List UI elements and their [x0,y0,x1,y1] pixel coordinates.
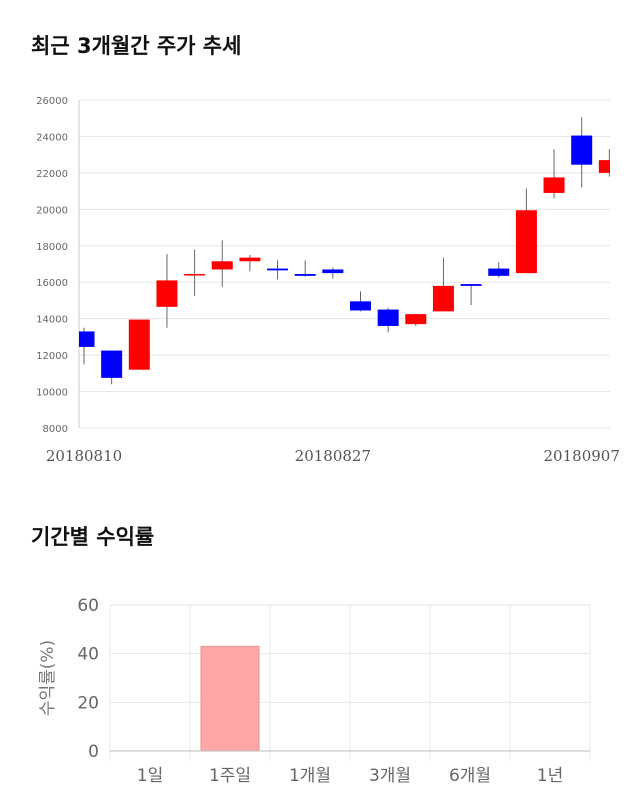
y-tick-label: 40 [77,645,99,665]
x-tick-label: 20180907 [544,447,620,465]
candle-body [350,301,371,311]
return-by-period-title: 기간별 수익률 [31,525,155,549]
candle-body [211,261,233,270]
candle-body [156,280,178,307]
y-tick-label: 20000 [36,205,68,216]
candle-body [598,160,610,173]
candle-body [239,257,261,262]
y-tick-label: 10000 [36,388,68,399]
y-tick-label: 14000 [36,315,68,326]
y-tick-label: 26000 [36,96,68,107]
price-candlestick-chart: 8000 10000 12000 14000 16000 18000 20000 22000 2… [36,96,620,465]
y-tick-label: 18000 [36,242,68,253]
y-tick-label: 0 [88,742,99,762]
period-return-bar-chart: 0 20 40 60 1일 1주일 1개월 3개월 6개월 1년 수익률(%) [38,596,591,786]
candle-body [405,314,427,325]
candle-body [184,274,206,276]
candle-body [571,135,593,165]
y-tick-label: 8000 [43,424,68,435]
x-tick-label: 20180810 [46,447,122,465]
candle-body [543,177,565,193]
candle-body [432,285,454,312]
x-tick-label: 20180827 [295,447,371,465]
y-tick-label: 22000 [36,169,68,180]
y-tick-label: 20 [77,693,99,713]
x-tick-label: 1개월 [289,766,331,786]
y-tick-label: 24000 [36,132,68,143]
x-tick-label: 3개월 [369,766,411,786]
candle-body [79,331,95,347]
price-trend-title: 최근 3개월간 주가 추세 [31,34,242,58]
x-tick-label: 1년 [537,766,563,786]
candle-body [294,274,316,276]
x-tick-label: 1일 [137,766,163,786]
x-tick-label: 6개월 [449,766,491,786]
candle-body [322,269,344,274]
candle-body [460,284,482,286]
candle-body [515,210,537,274]
y-tick-label: 12000 [36,351,68,362]
x-tick-label: 1주일 [209,766,251,786]
candle-body [488,268,510,276]
y-axis-label: 수익률(%) [38,640,58,716]
candle-body [267,268,289,271]
return-bar [200,645,260,752]
candle-body [101,350,123,378]
candle-body [377,309,399,326]
candles-group [79,117,610,385]
y-tick-label: 16000 [36,278,68,289]
candle-body [128,319,150,370]
y-tick-label: 60 [77,596,99,616]
